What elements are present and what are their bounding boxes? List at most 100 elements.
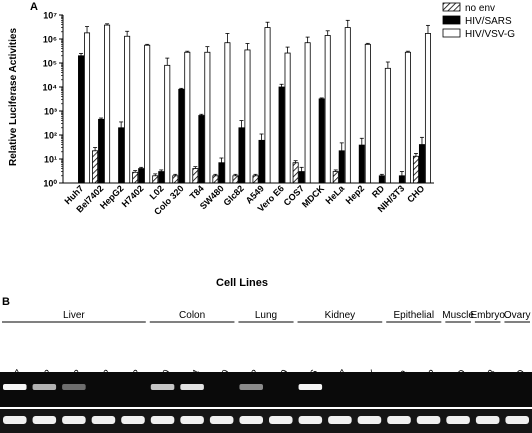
legend: no env HIV/SARS HIV/VSV-G bbox=[442, 2, 515, 40]
bar-black bbox=[178, 88, 185, 184]
lane-label: Bel7402 bbox=[27, 368, 55, 406]
tissue-group-label: Kidney bbox=[325, 310, 356, 321]
bar-white bbox=[204, 51, 211, 184]
bar-hatched bbox=[152, 175, 159, 184]
bar-white bbox=[364, 43, 371, 184]
bar-white bbox=[344, 27, 351, 184]
luciferase-bar-chart: A Relative Luciferase Activities Cell Li… bbox=[8, 1, 515, 289]
x-tick-label: CHO bbox=[405, 183, 426, 204]
lane-labels: Huh7 Bel7402 HepG2 H7402 L02 Colo 320 T84 Sw480… bbox=[4, 368, 528, 409]
bar-black bbox=[238, 127, 245, 184]
bar-hatched bbox=[192, 168, 199, 184]
bar-black bbox=[218, 162, 225, 184]
gel-band-control bbox=[239, 416, 263, 424]
lane-label: T84 bbox=[185, 368, 203, 389]
bar-white bbox=[404, 51, 411, 184]
gel-band-control bbox=[298, 416, 323, 424]
bar-white bbox=[224, 42, 231, 184]
lane-label: Huh7 bbox=[4, 368, 26, 395]
y-tick-label: 10⁴ bbox=[43, 83, 57, 93]
bar-hatched bbox=[172, 175, 179, 184]
gel-top-background bbox=[0, 372, 532, 407]
bar-white bbox=[384, 67, 391, 184]
lane-label: NIH/3T3 bbox=[470, 368, 498, 406]
bar-white bbox=[284, 52, 291, 184]
x-tick-label: HeLa bbox=[324, 183, 347, 206]
bar-white bbox=[124, 35, 131, 184]
gel-band-control bbox=[357, 416, 382, 424]
legend-label: HIV/VSV-G bbox=[465, 29, 515, 40]
panel-b-label: B bbox=[2, 296, 10, 308]
bar-black bbox=[298, 171, 305, 184]
bar-hatched bbox=[412, 155, 419, 184]
gel-band-control bbox=[209, 416, 234, 424]
legend-label: HIV/SARS bbox=[465, 16, 512, 27]
gel-band bbox=[62, 384, 86, 390]
x-tick-label: MDCK bbox=[300, 183, 327, 210]
bar-white bbox=[244, 49, 251, 184]
bar-white bbox=[164, 64, 171, 184]
bar-black bbox=[198, 115, 205, 184]
lane-label: Sw480 bbox=[207, 368, 232, 400]
bar-hatched bbox=[212, 175, 219, 184]
lane-label: RD bbox=[452, 368, 469, 386]
panel-a-label: A bbox=[30, 1, 38, 13]
tissue-group-label: Muscle bbox=[442, 310, 474, 321]
gel-band-control bbox=[269, 416, 293, 424]
tissue-group-label: Ovary bbox=[504, 310, 531, 321]
y-tick-label: 10⁰ bbox=[43, 179, 57, 189]
gel-band-control bbox=[62, 416, 86, 424]
gel-band-control bbox=[32, 416, 57, 424]
gel-bottom-strip bbox=[0, 409, 532, 433]
bar-black bbox=[118, 127, 125, 184]
legend-swatch bbox=[442, 15, 461, 25]
bar-black bbox=[98, 118, 105, 184]
bar-series bbox=[78, 19, 431, 184]
bar-white bbox=[424, 33, 431, 184]
tissue-group-label: Embryo bbox=[470, 310, 505, 321]
y-tick-label: 10⁶ bbox=[43, 35, 57, 45]
tissue-group-label: Liver bbox=[63, 310, 85, 321]
tissue-group-label: Colon bbox=[179, 310, 205, 321]
gel-band-control bbox=[328, 416, 352, 424]
gel-band-control bbox=[446, 416, 470, 424]
gel-band-control bbox=[387, 416, 411, 424]
tissue-group-label: Epithelial bbox=[393, 310, 434, 321]
bar-black bbox=[418, 144, 425, 184]
y-axis-ticks: 10⁰ 10¹ 10² 10³ 10⁴ 10⁵ 10⁶ 10⁷ bbox=[43, 11, 63, 189]
gel-band bbox=[150, 384, 175, 390]
lane-label: Colo 320 bbox=[144, 368, 174, 409]
bar-black bbox=[258, 139, 265, 184]
bar-black bbox=[358, 144, 365, 184]
lane-label: COS7 bbox=[327, 368, 350, 397]
lane-label: CHO bbox=[507, 368, 528, 393]
gel-band bbox=[239, 384, 263, 390]
bar-black bbox=[138, 168, 145, 184]
lane-label: A549 bbox=[270, 368, 291, 394]
bar-black bbox=[378, 175, 385, 184]
bar-white bbox=[324, 35, 331, 184]
bar-hatched bbox=[332, 171, 339, 184]
bar-hatched bbox=[252, 175, 259, 184]
lane-label: L02 bbox=[126, 368, 144, 388]
lane-label: Glc82 bbox=[239, 368, 262, 397]
lane-label: MDCK bbox=[356, 368, 380, 399]
y-tick-label: 10² bbox=[44, 131, 57, 141]
bar-black bbox=[338, 150, 345, 184]
bar-white bbox=[84, 32, 91, 184]
bar-black bbox=[78, 55, 85, 184]
legend-label: no env bbox=[465, 3, 495, 14]
gel-band-control bbox=[475, 416, 500, 424]
gel-band bbox=[298, 384, 323, 390]
bar-white bbox=[144, 44, 151, 184]
lane-label: H7402 bbox=[90, 368, 114, 399]
y-tick-label: 10³ bbox=[44, 107, 57, 117]
legend-swatch bbox=[442, 2, 461, 12]
gel-band-control bbox=[121, 416, 145, 424]
x-tick-label: Glc82 bbox=[221, 183, 245, 207]
bar-hatched bbox=[132, 171, 139, 184]
lane-label: Vero E6 bbox=[294, 368, 322, 405]
x-axis-label: Cell Lines bbox=[216, 277, 268, 289]
bar-hatched bbox=[232, 175, 239, 184]
